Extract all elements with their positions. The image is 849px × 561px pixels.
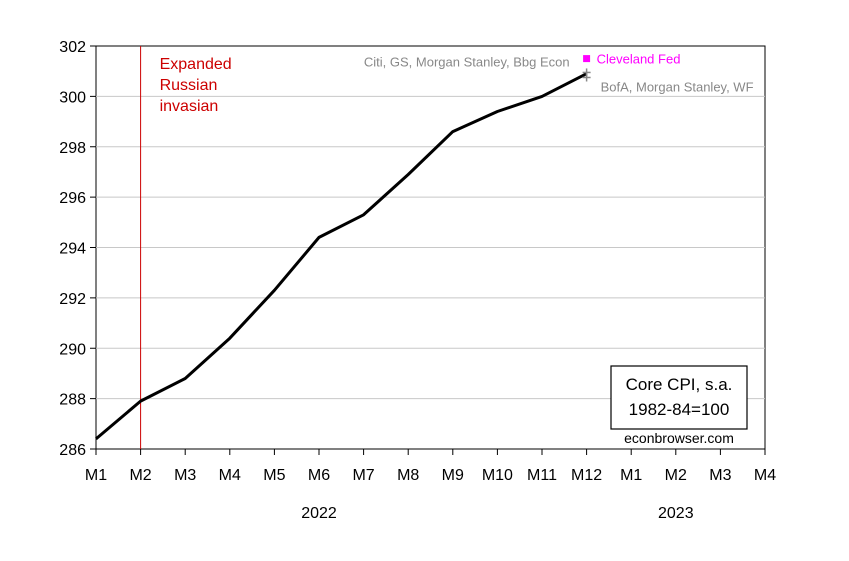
y-tick-label-288: 288: [59, 392, 86, 409]
year-labels: 2022 2023: [301, 505, 693, 522]
x-tick-label-13: M1: [620, 467, 642, 484]
x-tick-label-15: M3: [709, 467, 731, 484]
y-tick-label-298: 298: [59, 140, 86, 157]
x-tick-label-1: M1: [85, 467, 107, 484]
legend-frame: [610, 365, 748, 430]
x-tick-label-12: M12: [571, 467, 602, 484]
x-tick-label-14: M2: [665, 467, 687, 484]
forecast-label-cleveland-fed: Cleveland Fed: [597, 52, 681, 67]
forecast-marker-2: [582, 73, 591, 82]
y-axis-ticks: 286 288 290 292 294 296 298 300 302: [59, 39, 96, 459]
x-tick-label-4: M4: [219, 467, 241, 484]
forecast-marker-cleveland-fed: [583, 55, 591, 63]
x-tick-label-9: M9: [442, 467, 464, 484]
x-axis-ticks: M1 M2 M3 M4 M5 M6 M7 M8 M9 M10 M11 M12 M1 M2 M3 M4: [85, 449, 776, 484]
legend-line-2: 1982-84=100: [629, 400, 730, 419]
y-tick-label-292: 292: [59, 291, 86, 308]
x-tick-label-3: M3: [174, 467, 196, 484]
year-label-2023: 2023: [658, 505, 694, 522]
series-lines: [95, 72, 588, 441]
y-tick-label-294: 294: [59, 241, 86, 258]
legend-line-1: Core CPI, s.a.: [626, 375, 733, 394]
legend-box: Core CPI, s.a. 1982-84=100: [610, 365, 748, 430]
invasion-label-line-1: Expanded: [160, 56, 232, 73]
credit-text: econbrowser.com: [624, 430, 734, 446]
x-tick-label-10: M10: [482, 467, 513, 484]
y-tick-label-302: 302: [59, 39, 86, 56]
x-tick-label-6: M6: [308, 467, 330, 484]
x-tick-label-11: M11: [527, 467, 557, 484]
year-label-2022: 2022: [301, 505, 337, 522]
x-tick-label-8: M8: [397, 467, 419, 484]
y-tick-label-286: 286: [59, 442, 86, 459]
y-tick-label-300: 300: [59, 89, 86, 106]
core-cpi-line: [95, 72, 588, 441]
forecast-label-1: Citi, GS, Morgan Stanley, Bbg Econ: [364, 54, 570, 69]
y-tick-label-290: 290: [59, 341, 86, 358]
x-tick-label-5: M5: [263, 467, 285, 484]
x-tick-label-16: M4: [754, 467, 776, 484]
forecast-label-2: BofA, Morgan Stanley, WF: [601, 79, 754, 94]
invasion-marker: Expanded Russian invasian: [140, 46, 232, 449]
y-tick-label-296: 296: [59, 190, 86, 207]
forecast-markers: Cleveland Fed Citi, GS, Morgan Stanley, B…: [364, 52, 754, 95]
x-tick-label-2: M2: [129, 467, 151, 484]
x-tick-label-7: M7: [352, 467, 374, 484]
invasion-label-line-3: invasian: [160, 98, 219, 115]
invasion-label-line-2: Russian: [160, 77, 218, 94]
